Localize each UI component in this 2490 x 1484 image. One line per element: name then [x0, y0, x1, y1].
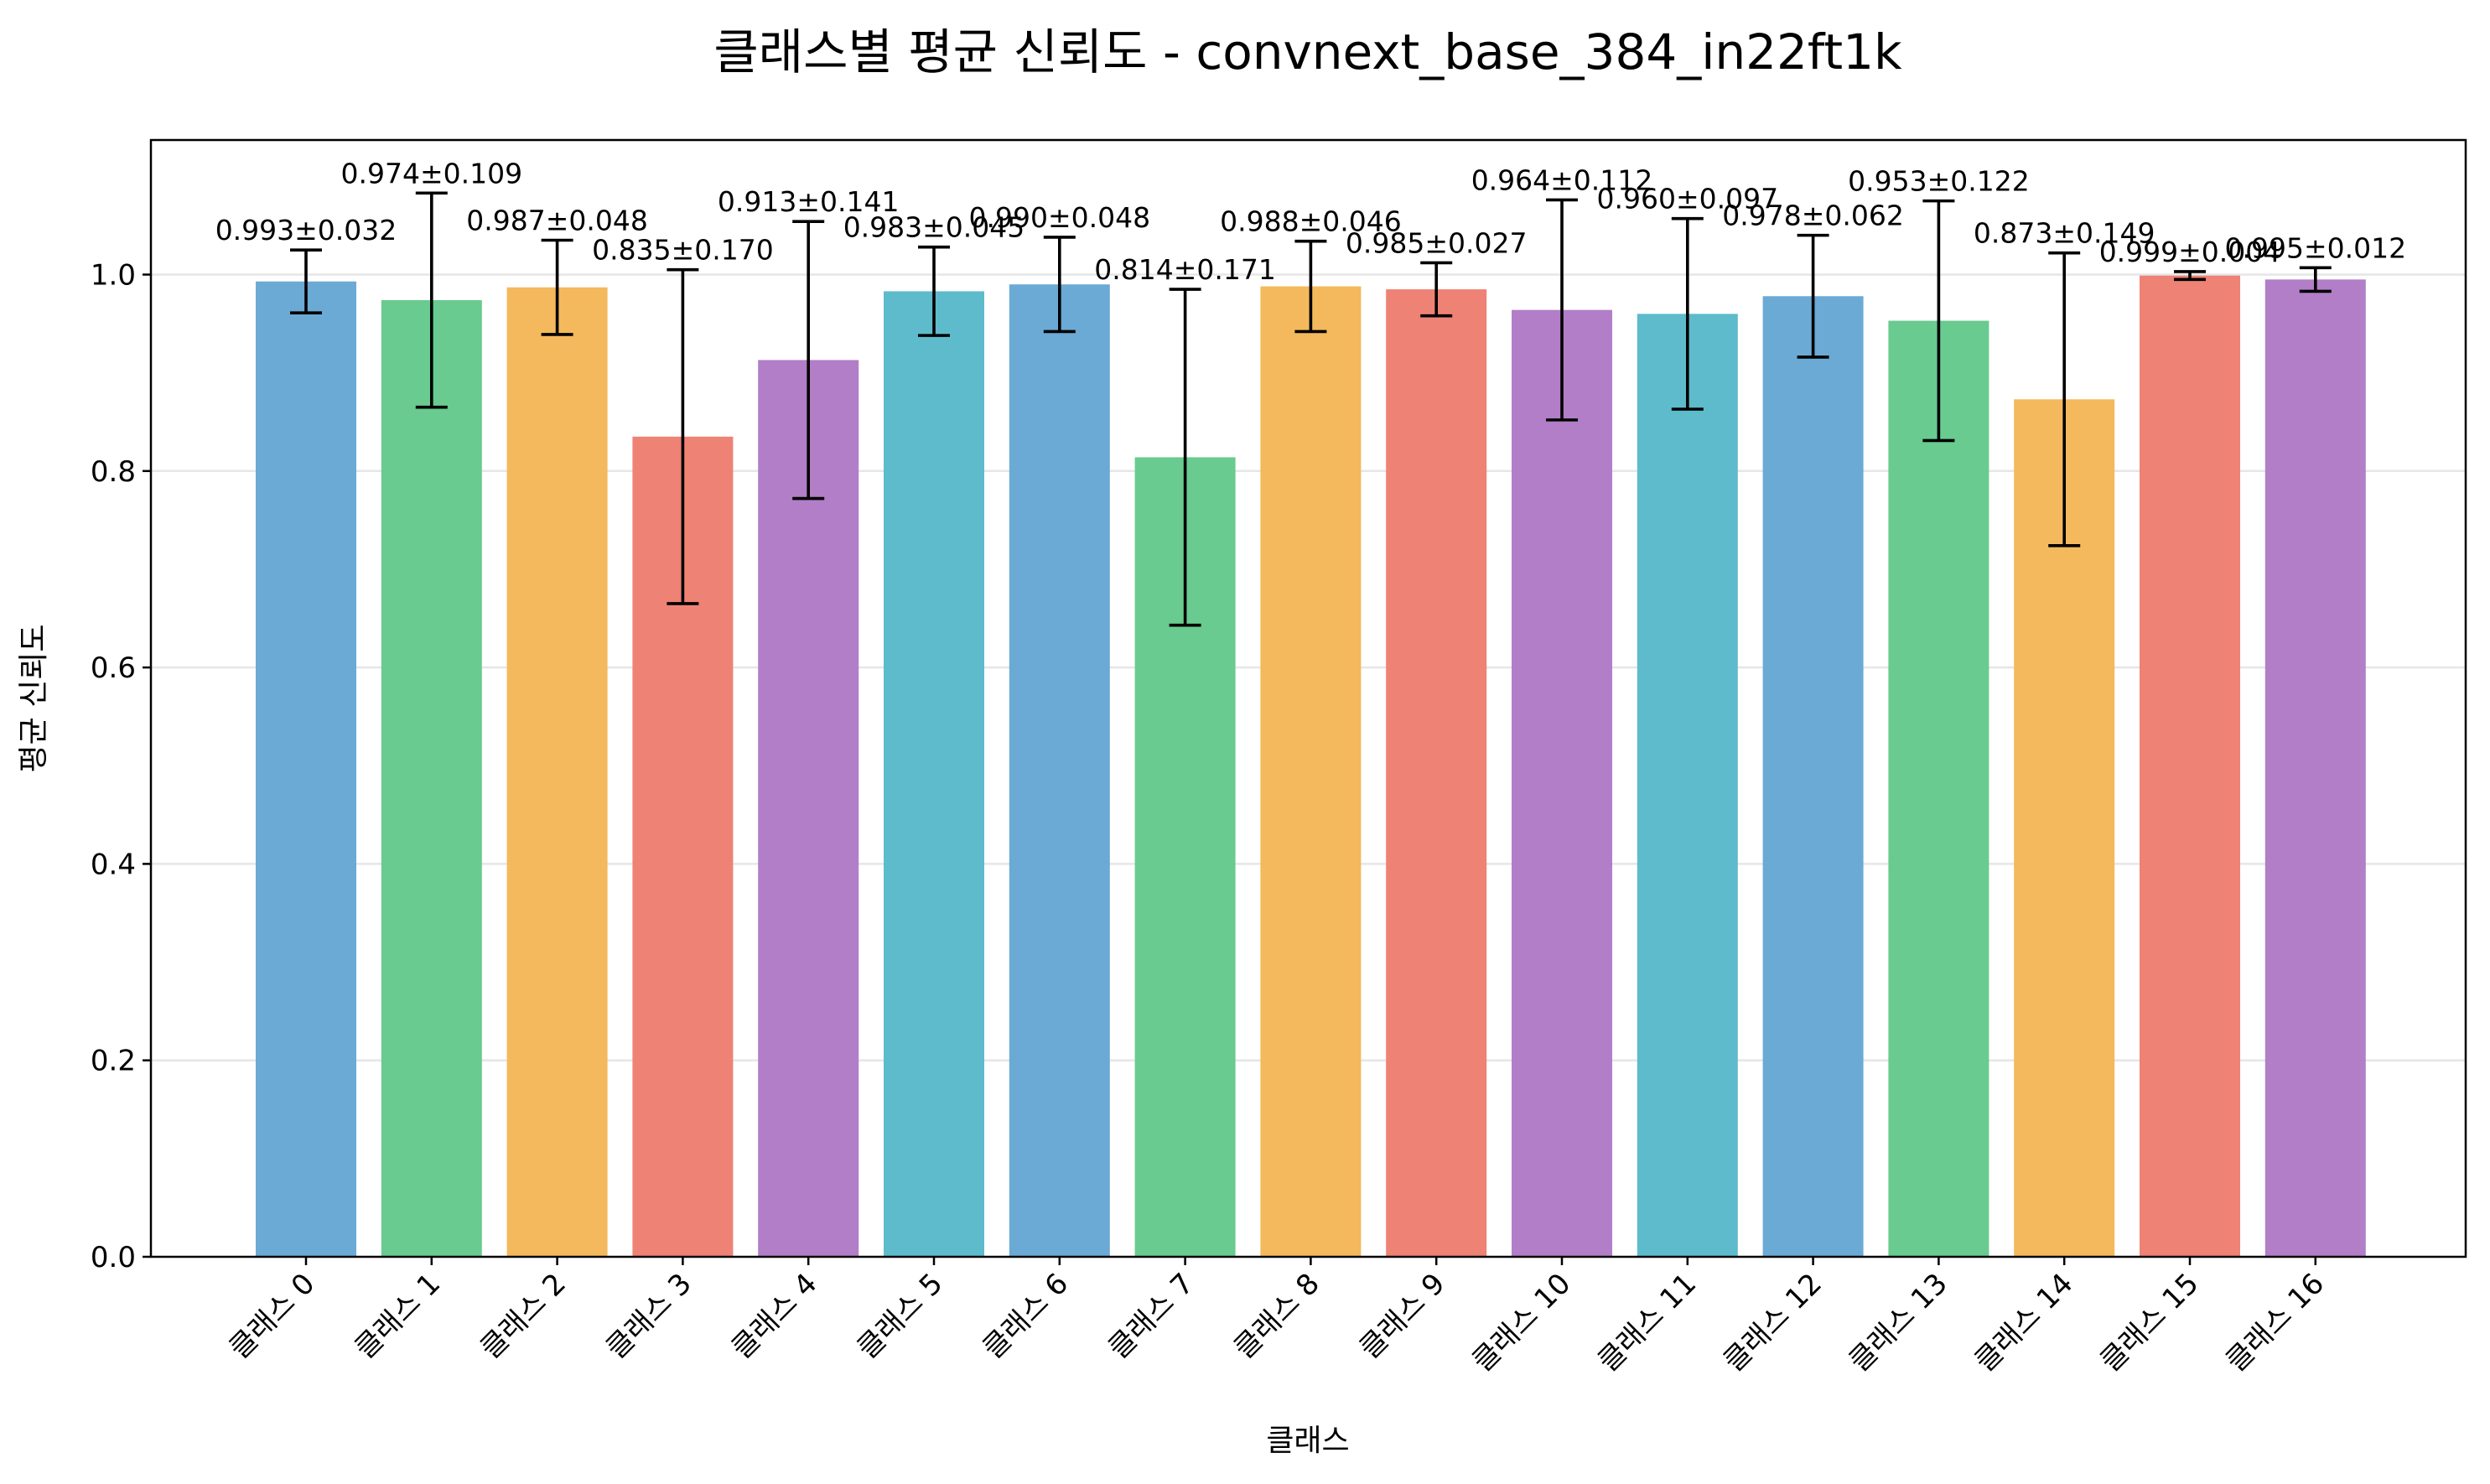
bars	[256, 275, 2366, 1258]
data-label: 0.985±0.027	[1346, 226, 1528, 259]
data-label: 0.974±0.109	[340, 157, 522, 189]
data-label: 0.983±0.045	[843, 211, 1025, 244]
data-label: 0.987±0.048	[466, 204, 648, 236]
x-tick-label: 클래스 10	[1465, 1267, 1577, 1378]
data-label: 0.978±0.062	[1722, 200, 1904, 232]
x-tick-label: 클래스 8	[1227, 1267, 1326, 1366]
error-bar	[1797, 233, 1829, 359]
error-bar	[2174, 270, 2206, 282]
x-tick-label: 클래스 2	[474, 1267, 573, 1366]
error-bar	[1420, 261, 1453, 318]
x-tick-label: 클래스 4	[725, 1267, 824, 1366]
bar	[2140, 275, 2240, 1258]
bar	[381, 299, 482, 1258]
error-bar	[415, 191, 448, 409]
data-label: 0.953±0.122	[1848, 165, 2030, 198]
y-axis-ticks: 0.0 0.2 0.4 0.6 0.8 1.0	[91, 258, 151, 1274]
data-label: 0.990±0.048	[968, 201, 1150, 234]
error-bar	[2048, 251, 2081, 547]
data-label: 0.873±0.149	[1974, 217, 2155, 250]
x-tick-label: 클래스 13	[1843, 1267, 1954, 1378]
bar	[758, 360, 859, 1258]
data-label: 0.995±0.012	[2224, 231, 2406, 264]
error-bar	[667, 267, 699, 605]
y-tick-label: 0.6	[91, 651, 136, 685]
error-bar	[1546, 198, 1578, 422]
error-bar	[290, 248, 322, 314]
data-label: 0.814±0.171	[1094, 253, 1276, 286]
data-label: 0.913±0.141	[718, 185, 900, 218]
error-bar	[1671, 216, 1704, 411]
error-bar	[1294, 239, 1327, 334]
bar	[884, 291, 984, 1257]
data-label: 0.960±0.097	[1596, 183, 1778, 215]
y-tick-label: 0.4	[91, 848, 136, 881]
x-tick-label: 클래스 5	[851, 1267, 950, 1366]
data-label: 0.835±0.170	[592, 234, 774, 267]
error-bar	[792, 220, 825, 501]
x-tick-label: 클래스 7	[1102, 1267, 1201, 1366]
y-tick-label: 0.2	[91, 1045, 136, 1078]
y-axis-label: 평균 신뢰도	[17, 624, 51, 772]
y-tick-label: 1.0	[91, 258, 136, 292]
error-bar	[1169, 288, 1201, 627]
bar	[506, 287, 608, 1257]
bar	[1637, 314, 1738, 1257]
bar	[1009, 284, 1110, 1258]
bar	[1888, 320, 1989, 1257]
bar	[2264, 279, 2366, 1258]
data-label: 0.964±0.112	[1471, 163, 1653, 196]
data-label: 0.999±0.004	[2099, 236, 2281, 268]
x-tick-label: 클래스 15	[2093, 1267, 2205, 1378]
chart-title: 클래스별 평균 신뢰도 - convnext_base_384_in22ft1k	[713, 23, 1902, 80]
error-bar	[2299, 266, 2332, 293]
x-axis-ticks: 클래스 0 클래스 1 클래스 2 클래스 3 클래스 4 클래스 5 클래스 6 클래스 7…	[223, 1257, 2331, 1378]
x-tick-label: 클래스 3	[599, 1267, 698, 1366]
data-labels: 0.993±0.032 0.974±0.109 0.987±0.0480.835±0…	[215, 157, 2406, 286]
x-tick-label: 클래스 16	[2219, 1267, 2331, 1378]
data-label: 0.988±0.046	[1220, 205, 1402, 238]
x-tick-label: 클래스 9	[1353, 1267, 1452, 1366]
x-tick-label: 클래스 12	[1717, 1267, 1829, 1378]
y-tick-label: 0.8	[91, 455, 136, 489]
x-tick-label: 클래스 1	[349, 1267, 448, 1366]
bar	[1260, 286, 1362, 1257]
bar	[1386, 289, 1487, 1257]
error-bar	[541, 238, 573, 336]
error-bar	[1043, 236, 1076, 334]
error-bars	[290, 191, 2332, 627]
x-tick-label: 클래스 11	[1591, 1267, 1703, 1378]
bar	[1762, 296, 1864, 1257]
error-bar	[1922, 199, 1955, 443]
plot-frame	[149, 138, 2467, 1258]
data-label: 0.993±0.032	[215, 214, 397, 246]
bar	[256, 281, 356, 1258]
bar	[1512, 309, 1612, 1258]
x-tick-label: 클래스 6	[977, 1267, 1076, 1366]
x-tick-label: 클래스 0	[223, 1267, 322, 1366]
x-axis-label: 클래스	[1266, 1424, 1349, 1458]
x-tick-label: 클래스 14	[1969, 1267, 2080, 1378]
y-tick-label: 0.0	[91, 1241, 136, 1274]
error-bar	[918, 245, 950, 337]
